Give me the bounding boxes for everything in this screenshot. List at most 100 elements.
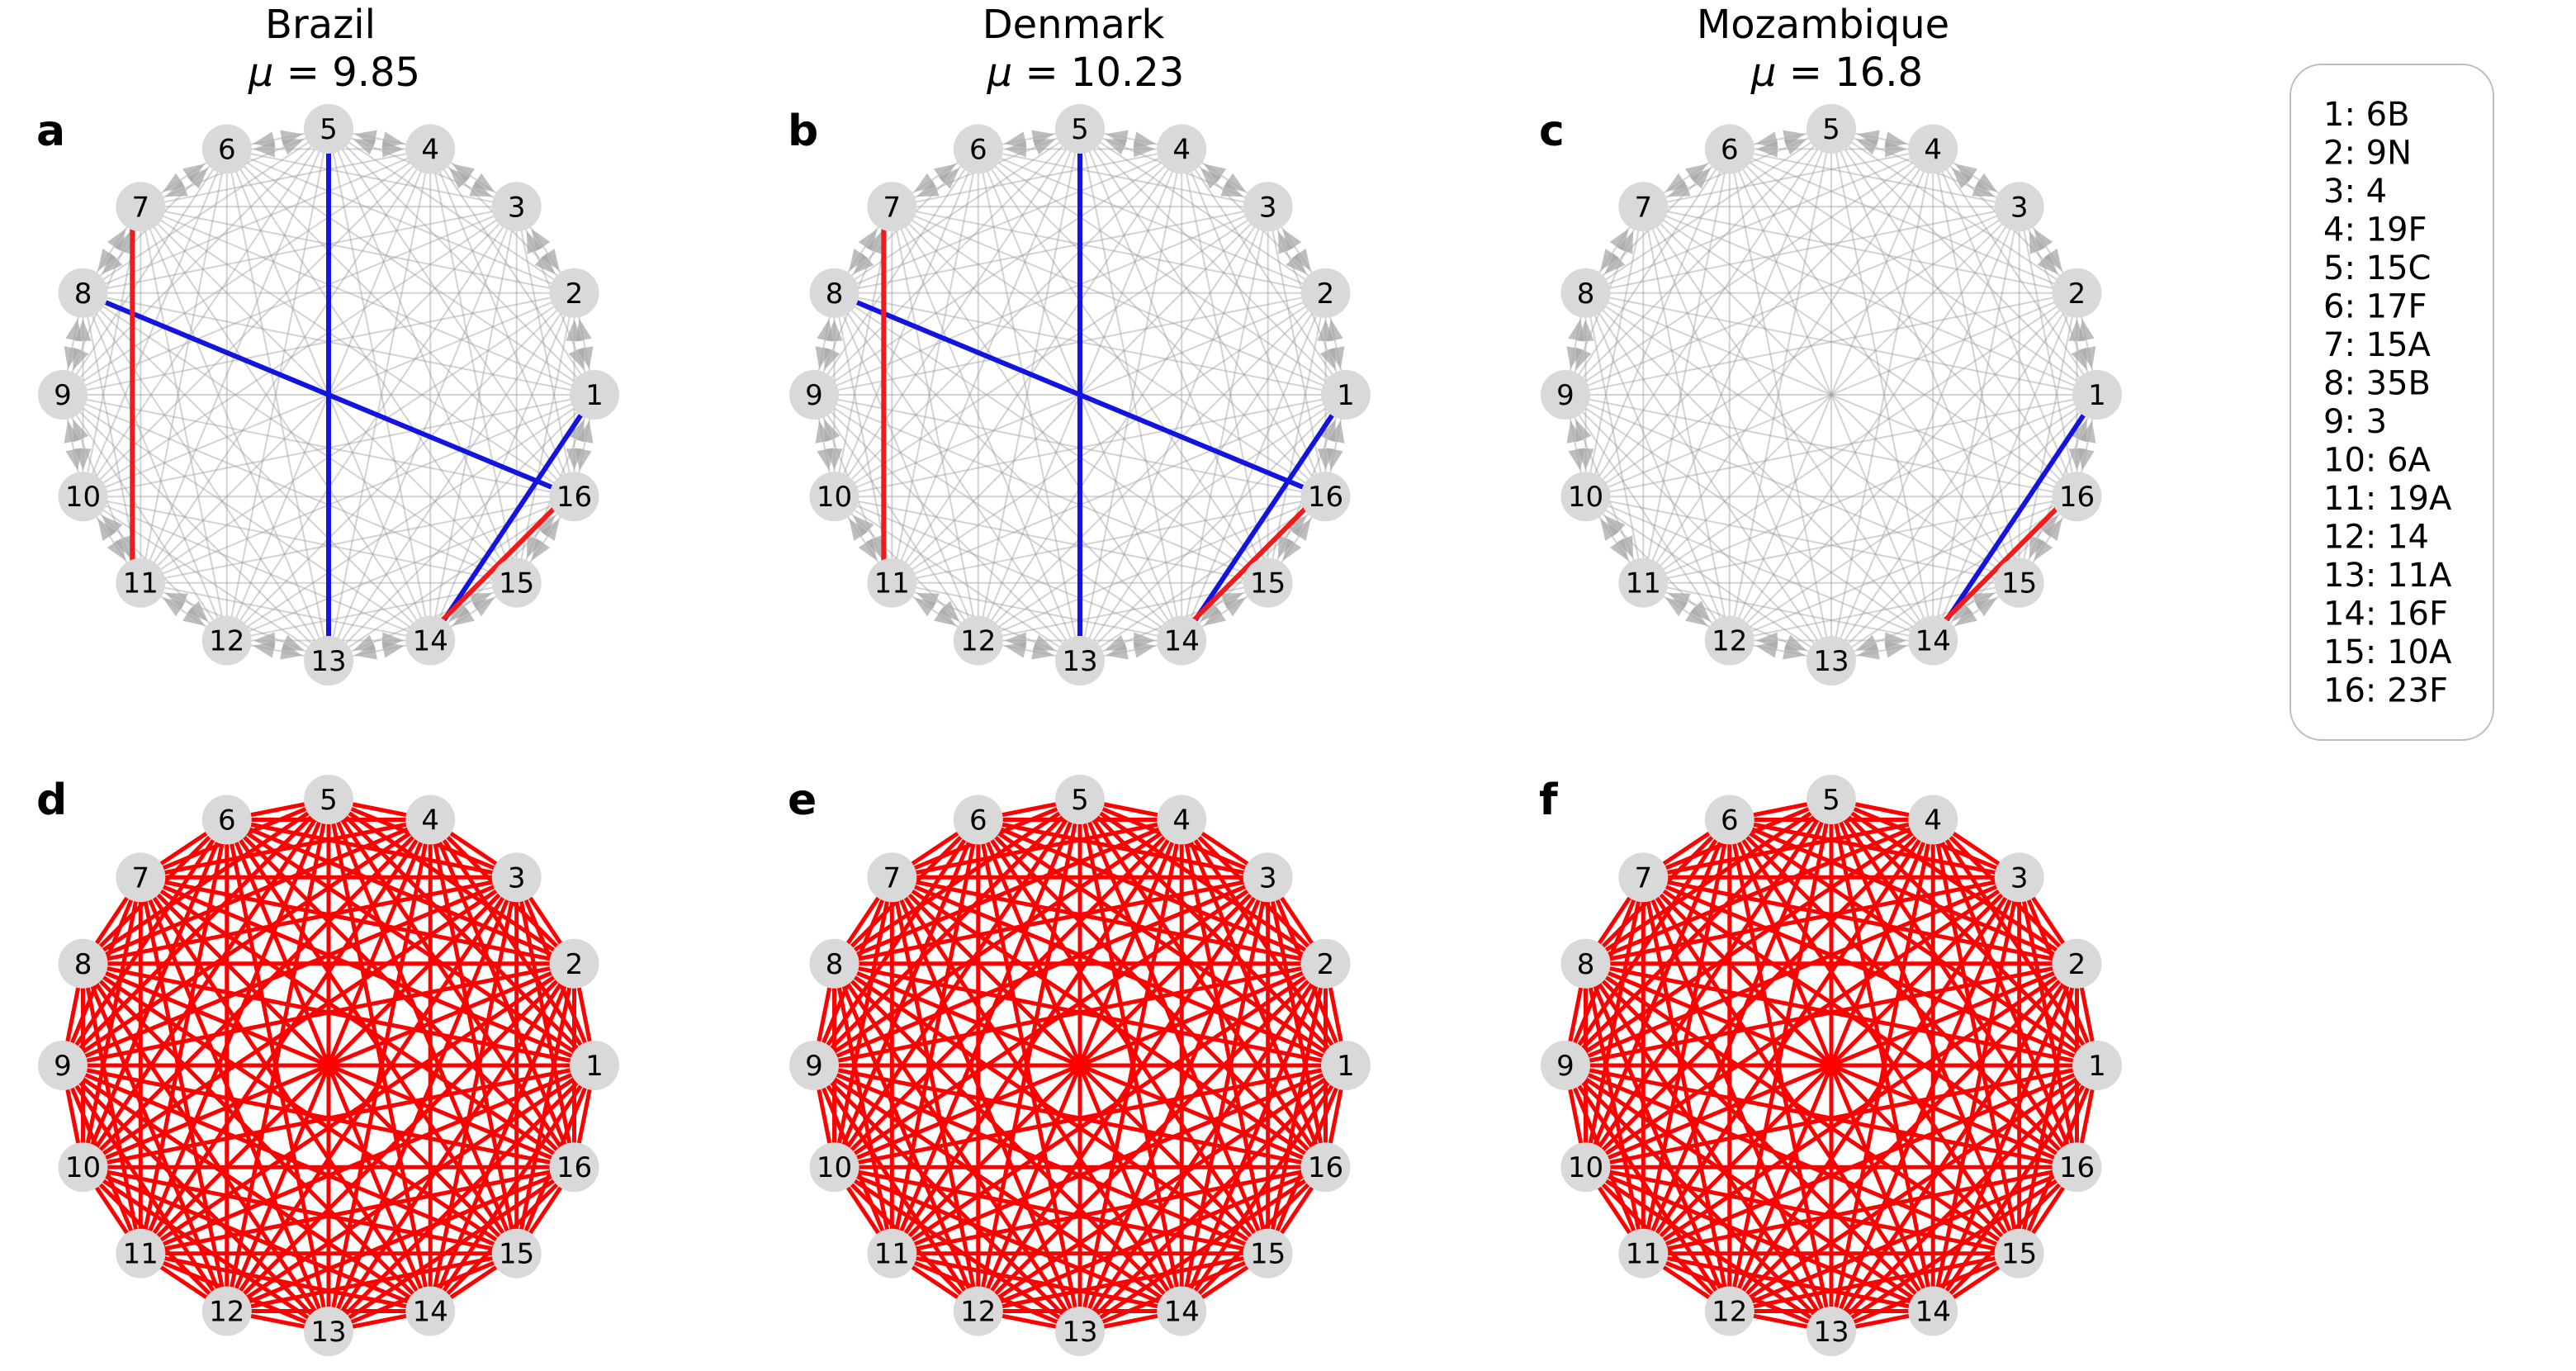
arrowhead bbox=[1667, 592, 1691, 610]
edge bbox=[1584, 149, 1731, 497]
arrowhead bbox=[2043, 518, 2062, 542]
edge bbox=[139, 818, 433, 1255]
legend-item: 16: 23F bbox=[2323, 672, 2448, 710]
arrowhead-layer bbox=[1566, 130, 2096, 660]
node bbox=[58, 1142, 108, 1193]
edge bbox=[813, 206, 1269, 396]
edge bbox=[82, 797, 330, 965]
edge bbox=[62, 394, 431, 642]
edge bbox=[1584, 292, 1832, 662]
edge bbox=[1585, 496, 1934, 642]
edge bbox=[813, 394, 1269, 584]
edge bbox=[226, 292, 575, 642]
edge bbox=[82, 128, 329, 497]
arrowhead bbox=[531, 228, 551, 252]
node bbox=[867, 557, 917, 608]
node-label: 12 bbox=[209, 1295, 244, 1328]
edge bbox=[1584, 496, 1832, 662]
highlight-edge-blue bbox=[82, 291, 575, 499]
node bbox=[1704, 795, 1754, 845]
node bbox=[1704, 124, 1754, 174]
arrowhead-layer bbox=[64, 130, 594, 660]
node-label: 6 bbox=[1721, 804, 1739, 837]
node bbox=[116, 852, 166, 903]
edge bbox=[1642, 206, 2098, 396]
edge bbox=[1180, 818, 1348, 1067]
mu-value: 9.85 bbox=[332, 50, 420, 96]
edge bbox=[62, 1063, 575, 1169]
edge bbox=[1727, 819, 1834, 1332]
edge bbox=[140, 149, 228, 583]
node-label: 10 bbox=[1568, 481, 1603, 514]
edge bbox=[1565, 292, 2077, 396]
node bbox=[1807, 775, 1856, 824]
arrowhead bbox=[2034, 228, 2053, 252]
edge bbox=[1830, 128, 1934, 641]
edge bbox=[978, 148, 1327, 497]
node bbox=[58, 938, 108, 989]
edge bbox=[140, 1165, 575, 1256]
edge bbox=[976, 819, 1082, 1332]
arrowhead bbox=[1857, 130, 1880, 147]
node bbox=[1560, 938, 1611, 989]
edge bbox=[1729, 148, 2077, 294]
edge bbox=[1181, 149, 1269, 583]
arrowhead bbox=[2071, 347, 2087, 371]
edge bbox=[977, 818, 1328, 1169]
node bbox=[2052, 268, 2102, 318]
edge bbox=[1728, 128, 1832, 641]
node bbox=[405, 615, 456, 666]
edge bbox=[812, 1064, 980, 1312]
arrowhead bbox=[1286, 253, 1307, 275]
node bbox=[953, 124, 1003, 174]
node-label: 13 bbox=[1062, 1316, 1097, 1349]
node-label: 1 bbox=[1337, 1050, 1355, 1083]
edge bbox=[1584, 875, 2021, 1169]
legend-frame bbox=[2290, 64, 2494, 741]
arrowhead bbox=[540, 518, 560, 542]
arrowhead bbox=[575, 319, 592, 342]
node bbox=[1243, 1228, 1293, 1278]
edge bbox=[225, 799, 331, 1312]
edge bbox=[328, 128, 575, 294]
node-label: 5 bbox=[1071, 784, 1089, 817]
arrowhead bbox=[938, 600, 960, 622]
arrowhead bbox=[1133, 641, 1156, 658]
legend-item: 4: 19F bbox=[2323, 211, 2427, 249]
node-label: 13 bbox=[310, 645, 346, 678]
edge bbox=[1181, 149, 1327, 497]
edge bbox=[891, 206, 1081, 662]
edge bbox=[62, 148, 228, 396]
edge bbox=[892, 148, 1182, 208]
arrowhead bbox=[448, 600, 471, 622]
node-label: 15 bbox=[2001, 567, 2037, 600]
edge bbox=[429, 206, 518, 641]
edge bbox=[1584, 206, 1645, 497]
edge bbox=[328, 128, 595, 396]
edge bbox=[834, 394, 1347, 498]
edge bbox=[327, 797, 575, 965]
edge bbox=[1931, 1064, 2100, 1312]
node bbox=[491, 182, 542, 232]
arrowhead bbox=[1277, 535, 1295, 559]
highlight-layer bbox=[833, 129, 1348, 661]
node-label: 1 bbox=[1337, 379, 1355, 412]
edge bbox=[1585, 292, 2077, 498]
node bbox=[1908, 795, 1958, 845]
node-label: 15 bbox=[1250, 1238, 1286, 1271]
node bbox=[1157, 124, 1207, 174]
edge bbox=[1584, 797, 1833, 965]
edge bbox=[1585, 206, 2020, 294]
node-label: 8 bbox=[826, 278, 844, 311]
edge bbox=[832, 876, 894, 1168]
arrowhead bbox=[114, 230, 131, 254]
edge bbox=[225, 148, 518, 584]
node bbox=[1908, 1286, 1958, 1336]
node-label: 2 bbox=[566, 948, 584, 981]
node bbox=[201, 795, 252, 845]
arrowhead bbox=[1203, 606, 1227, 626]
edge bbox=[1642, 1165, 2077, 1256]
edge bbox=[1077, 799, 1270, 1255]
